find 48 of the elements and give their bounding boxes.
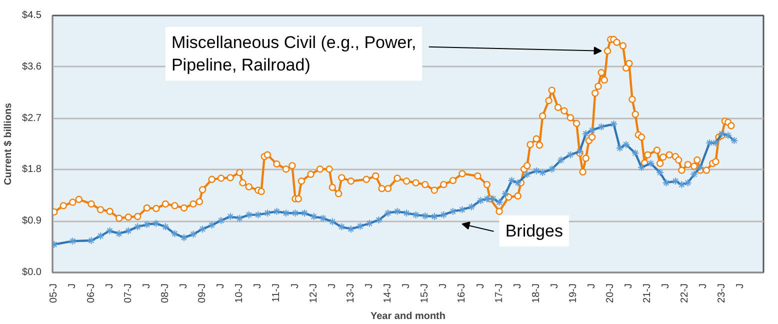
y-tick-label: $3.6 <box>22 61 42 72</box>
x-tick-label: 16-J <box>456 284 468 303</box>
x-tick-label: 18-J <box>530 284 542 303</box>
series-label: Bridges <box>505 221 563 240</box>
x-tick-label: J <box>104 284 116 288</box>
x-tick-label: J <box>252 284 264 288</box>
x-tick-label: 05-J <box>48 284 60 303</box>
x-tick-label: 15-J <box>420 284 431 303</box>
x-tick-label: 06-J <box>86 284 97 303</box>
x-tick-label: 19-J <box>568 284 580 303</box>
x-tick-label: 14-J <box>382 284 394 303</box>
y-tick-label: $2.7 <box>22 112 42 124</box>
x-tick-label: J <box>141 284 152 288</box>
x-tick-label: J <box>216 284 227 288</box>
x-tick-label: J <box>178 284 190 288</box>
text: Miscellaneous Civil (e.g., Power, Pipeline, Railroad) <box>171 32 416 75</box>
y-tick-label: $1.8 <box>22 164 42 176</box>
x-tick-label: 08-J <box>160 284 171 303</box>
y-tick-label: $0.0 <box>22 267 42 278</box>
y-axis-title: Current $ billions <box>3 102 14 186</box>
x-tick-label: 10-J <box>234 284 246 303</box>
x-tick-label: J <box>734 284 746 288</box>
y-tick-label: $0.9 <box>22 216 42 227</box>
x-tick-label: J <box>624 284 635 288</box>
x-tick-label: J <box>290 284 301 288</box>
x-tick-label: 21-J <box>642 284 654 303</box>
x-tick-label: 12-J <box>308 284 320 303</box>
x-tick-label: J <box>401 284 412 288</box>
x-tick-label: 11-J <box>271 283 282 302</box>
x-tick-label: J <box>67 284 78 288</box>
x-tick-label: J <box>512 284 524 288</box>
x-tick-label: 20-J <box>605 284 616 303</box>
x-tick-label: 13-J <box>345 284 356 303</box>
x-tick-label: J <box>326 284 338 288</box>
x-tick-label: 09-J <box>197 284 208 303</box>
x-tick-label: J <box>586 284 598 288</box>
x-tick-label: 23-J <box>716 284 728 303</box>
x-tick-label: 22-J <box>679 284 690 303</box>
x-tick-label: J <box>660 284 672 288</box>
x-tick-label: J <box>475 284 486 288</box>
x-tick-label: 17-J <box>494 284 505 303</box>
x-tick-label: 07-J <box>122 284 134 303</box>
x-tick-label: J <box>438 284 450 288</box>
y-tick-label: $4.5 <box>22 10 42 21</box>
x-axis-title: Year and month <box>370 310 446 322</box>
x-tick-label: J <box>549 284 560 288</box>
x-tick-label: J <box>364 284 375 288</box>
x-tick-label: J <box>698 284 709 288</box>
